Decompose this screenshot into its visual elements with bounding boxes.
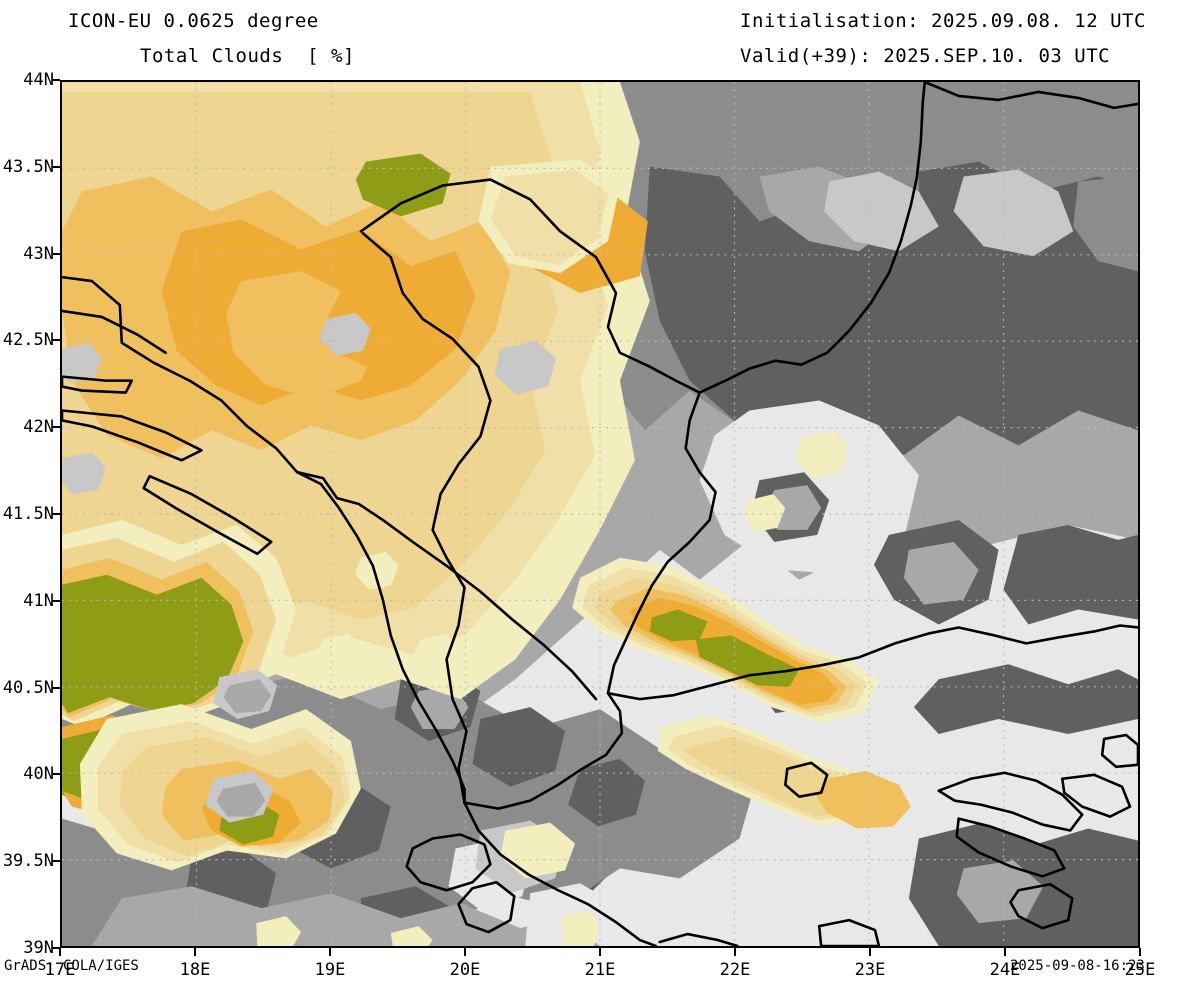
valid-time-text: Valid(+39): 2025.SEP.10. 03 UTC [740, 45, 1111, 67]
x-axis-tick [599, 948, 601, 956]
y-axis-tick [52, 79, 60, 81]
x-axis-tick [869, 948, 871, 956]
y-axis-label: 40N [23, 764, 54, 785]
y-axis-tick [52, 686, 60, 689]
y-axis-label: 44N [23, 70, 54, 90]
x-axis-label: 17E [44, 960, 76, 980]
y-axis-tick [52, 252, 60, 255]
x-axis-tick [464, 948, 466, 956]
x-axis-label: 18E [179, 960, 211, 980]
plot-frame [60, 80, 1140, 948]
x-axis-label: 22E [719, 960, 751, 980]
y-axis-tick [52, 426, 60, 429]
x-axis-tick [194, 948, 196, 956]
y-axis-tick [52, 513, 60, 515]
y-axis-label: 41N [23, 590, 54, 611]
y-axis-label: 39N [23, 938, 54, 958]
y-axis-tick [52, 773, 60, 776]
cloud-cover-map [62, 82, 1138, 946]
x-axis-tick [329, 948, 331, 956]
y-axis-label: 41.5N [2, 504, 54, 524]
y-axis-tick [52, 860, 60, 863]
x-axis-label: 20E [449, 960, 481, 980]
x-axis-label: 23E [854, 960, 886, 980]
y-axis-tick [52, 599, 60, 602]
grads-credit: GrADS: COLA/IGES [4, 958, 139, 974]
x-axis-tick [59, 948, 61, 956]
x-axis-label: 19E [314, 960, 346, 980]
y-axis-label: 42.5N [2, 330, 54, 351]
x-axis-label: 24E [989, 960, 1021, 980]
y-axis-label: 43N [23, 243, 54, 264]
x-axis-label: 21E [584, 960, 616, 980]
y-axis-label: 39.5N [2, 851, 54, 872]
generation-timestamp: 2025-09-08-16:23 [1010, 958, 1145, 974]
x-axis-label: 25E [1124, 960, 1156, 980]
x-axis-tick [734, 948, 736, 956]
y-axis-tick [52, 165, 60, 168]
x-axis-tick [1139, 948, 1141, 956]
initialisation-text: Initialisation: 2025.09.08. 12 UTC [740, 10, 1146, 32]
y-axis-tick [52, 947, 60, 949]
y-axis-label: 40.5N [2, 677, 54, 698]
y-axis-label: 42N [23, 417, 54, 438]
y-axis-tick [52, 339, 60, 342]
x-axis-tick [1004, 948, 1006, 956]
y-axis-label: 43.5N [2, 156, 54, 177]
plot-area: 44N 43.5N 43N 42.5N 42N 41.5N 41N 40.5N 40N 39.5N… [3, 70, 1156, 980]
field-title: Total Clouds [ %] [140, 45, 355, 67]
model-title: ICON-EU 0.0625 degree [68, 10, 319, 32]
